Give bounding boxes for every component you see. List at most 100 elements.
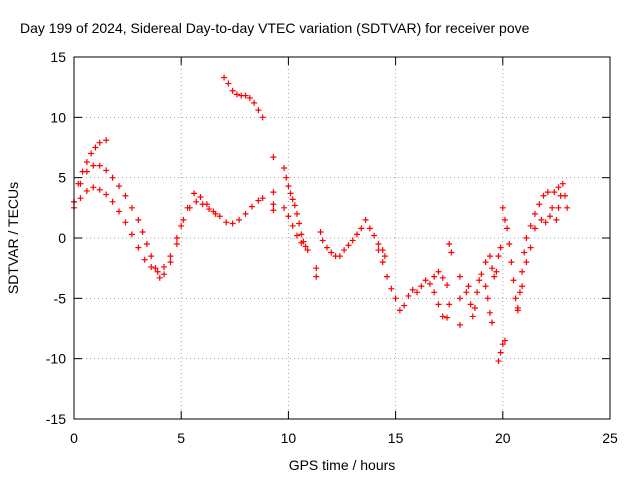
data-point [478,271,485,278]
data-point [221,74,228,81]
data-point [122,219,129,226]
x-tick-label: 20 [495,430,511,446]
data-point [109,174,116,181]
data-point [489,319,496,326]
data-point [139,228,146,235]
data-point [482,283,489,290]
data-point [405,292,412,299]
data-point [469,313,476,320]
data-point [161,271,168,278]
y-tick-label: 0 [58,230,66,246]
data-point [225,80,232,87]
data-point [422,277,429,284]
data-point [206,206,213,213]
x-axis-label: GPS time / hours [289,457,396,473]
data-point [336,253,343,260]
data-point [313,265,320,272]
data-point [444,282,451,289]
data-point [216,213,223,220]
data-point [287,190,294,197]
data-point [242,210,249,217]
data-point [229,220,236,227]
data-point [538,216,545,223]
data-point [186,204,193,211]
data-point [561,192,568,199]
data-point [77,195,84,202]
data-point [504,225,511,232]
data-point [531,210,538,217]
data-point [251,99,258,106]
data-point [519,283,526,290]
data-point [255,197,262,204]
data-point [463,289,470,296]
data-point [435,268,442,275]
data-point [128,231,135,238]
data-point [486,253,493,260]
data-point [510,277,517,284]
data-point [197,193,204,200]
data-point [259,114,266,121]
data-point [553,216,560,223]
data-point [456,295,463,302]
data-point [379,259,386,266]
data-point [298,231,305,238]
data-point [313,273,320,280]
data-point [229,87,236,94]
data-point [109,198,116,205]
series-middle-track [71,162,266,281]
data-point [270,201,277,208]
data-point [323,244,330,251]
data-point [248,203,255,210]
data-point [289,196,296,203]
data-point [381,253,388,260]
data-point [96,162,103,169]
data-point [143,241,150,248]
x-tick-label: 10 [281,430,297,446]
data-point [546,213,553,220]
data-point [446,241,453,248]
grid-lines [74,57,610,419]
data-point [476,277,483,284]
data-point [446,301,453,308]
data-point [448,249,455,256]
data-point [233,91,240,98]
series-arc-7-9 [221,74,266,121]
data-point [281,165,288,172]
data-point [135,244,142,251]
data-point [493,268,500,275]
data-point [180,216,187,223]
data-point [289,222,296,229]
data-point [291,202,298,209]
data-point [497,244,504,251]
data-point [499,341,506,348]
series-lower-track [71,184,219,275]
data-point [482,259,489,266]
data-point [83,168,90,175]
data-point [259,195,266,202]
data-point [293,210,300,217]
data-point [178,222,185,229]
data-point [96,186,103,193]
data-point [495,253,502,260]
data-point [77,180,84,187]
y-tick-label: -10 [46,351,66,367]
data-point [536,201,543,208]
data-point [281,204,288,211]
data-point [223,219,230,226]
data-point [103,137,110,144]
data-point [270,207,277,214]
y-tick-label: 15 [50,49,66,65]
data-point [328,249,335,256]
data-point [167,253,174,260]
data-point [88,150,95,157]
data-point [521,249,528,256]
data-points [71,74,571,365]
data-point [414,289,421,296]
data-point [527,244,534,251]
x-tick-label: 15 [388,430,404,446]
data-point [90,162,97,169]
data-point [242,92,249,99]
data-point [116,208,123,215]
data-point [551,189,558,196]
